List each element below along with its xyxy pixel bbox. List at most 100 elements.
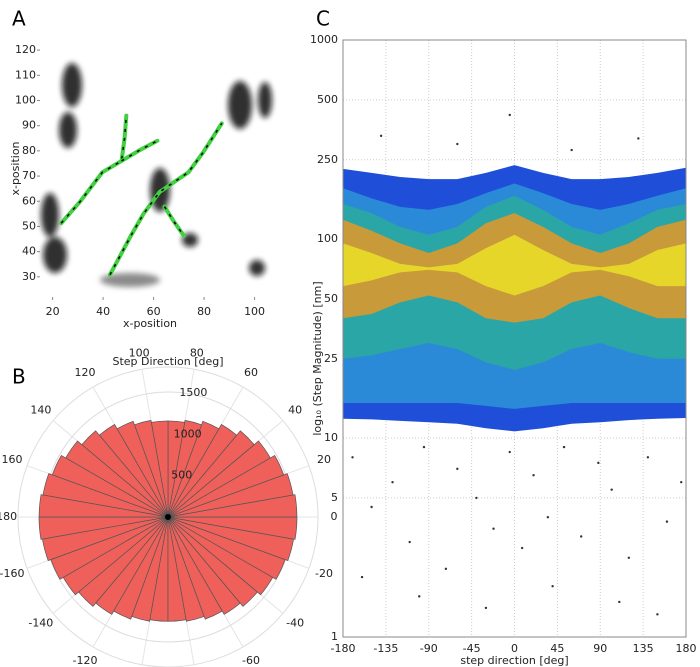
y-tick-label: 1 xyxy=(331,630,338,643)
y-tick-label: 70 xyxy=(22,169,36,182)
panel-label: C xyxy=(316,7,330,31)
wedge xyxy=(167,420,220,518)
density-band xyxy=(343,234,686,296)
y-tick-label: 10 xyxy=(324,431,338,444)
outlier-point xyxy=(646,456,650,459)
outlier-point xyxy=(597,461,600,465)
x-tick-label: 20 xyxy=(46,305,60,318)
x-tick-label: 135 xyxy=(633,642,654,655)
blob xyxy=(41,193,59,237)
y-tick-label: 250 xyxy=(317,153,338,166)
blob xyxy=(249,260,265,276)
x-tick-label: 80 xyxy=(197,305,211,318)
wedge xyxy=(42,516,169,562)
angle-tick-label: 100 xyxy=(129,347,150,360)
x-tick-label: 100 xyxy=(244,305,265,318)
outlier-point xyxy=(418,595,421,598)
outlier-point xyxy=(551,585,554,588)
x-tick-label: -135 xyxy=(373,642,398,655)
wedge xyxy=(167,430,255,518)
outlier-point xyxy=(360,575,364,579)
track xyxy=(59,113,129,226)
y-tick-label: 30 xyxy=(22,270,36,283)
blob xyxy=(258,82,272,118)
outlier-point xyxy=(508,450,511,454)
y-tick-label: 500 xyxy=(317,93,338,106)
angle-tick-label: 80 xyxy=(190,347,204,360)
x-tick-label: 60 xyxy=(147,305,161,318)
x-tick-label: -90 xyxy=(420,642,438,655)
center xyxy=(165,514,171,520)
microscopy-image xyxy=(41,63,272,287)
angle-tick-label: -140 xyxy=(28,617,53,630)
x-tick-label: 45 xyxy=(550,642,564,655)
wedge xyxy=(50,516,169,580)
angle-tick-label: 60 xyxy=(244,366,258,379)
angle-tick-label: 140 xyxy=(30,403,51,416)
blob xyxy=(62,63,82,107)
angle-tick-label: ±180 xyxy=(0,510,17,523)
blob xyxy=(43,237,67,273)
r-tick-label: 1500 xyxy=(179,386,207,399)
blob xyxy=(59,112,77,148)
y-tick-label: 100 xyxy=(317,232,338,245)
r-tick-label: 500 xyxy=(171,469,192,482)
outlier-point xyxy=(456,467,459,471)
y-tick-label: 40 xyxy=(22,245,36,258)
outlier-point xyxy=(610,488,613,491)
frame xyxy=(342,39,687,638)
x-tick-label: 40 xyxy=(96,305,110,318)
outlier-point xyxy=(456,142,459,146)
outlier-point xyxy=(484,606,488,610)
wedge xyxy=(167,440,271,518)
x-tick-label: 180 xyxy=(676,642,697,655)
track-dash xyxy=(121,140,158,162)
blob xyxy=(182,233,198,247)
outlier-point xyxy=(475,496,478,500)
wedge xyxy=(113,516,169,620)
wedge xyxy=(167,473,294,518)
track-dash xyxy=(109,122,223,276)
panel-label: B xyxy=(12,365,26,389)
panel-label: A xyxy=(12,7,26,31)
wedge xyxy=(167,420,202,518)
wedge xyxy=(38,494,169,518)
outlier-point xyxy=(444,567,448,571)
blob xyxy=(100,273,160,287)
angle-tick-label: 40 xyxy=(288,403,302,416)
outlier-point xyxy=(627,556,631,560)
y-tick-label: 5 xyxy=(331,491,338,504)
y-axis-label: log₁₀ (Step Magnitude) [nm] xyxy=(311,281,324,435)
wedge xyxy=(95,516,169,615)
angle-tick-label: 20 xyxy=(317,453,331,466)
outlier-point xyxy=(422,445,426,449)
angle-tick-label: 0 xyxy=(331,510,338,523)
outlier-point xyxy=(532,474,535,477)
outlier-point xyxy=(680,480,683,484)
wedge xyxy=(78,516,169,607)
outlier-point xyxy=(520,546,524,550)
y-tick-label: 50 xyxy=(22,219,36,232)
y-axis-label: x-position xyxy=(9,141,22,195)
r-tick-label: 1000 xyxy=(174,427,202,440)
wedge xyxy=(167,424,238,518)
wedge xyxy=(131,516,169,622)
x-tick-label: -45 xyxy=(463,642,481,655)
y-tick-label: 90 xyxy=(22,119,36,132)
angle-tick-label: -20 xyxy=(315,567,333,580)
blob xyxy=(228,81,252,129)
y-tick-label: 60 xyxy=(22,194,36,207)
y-tick-label: 25 xyxy=(324,352,338,365)
x-tick-label: 90 xyxy=(593,642,607,655)
angle-tick-label: -40 xyxy=(286,617,304,630)
angle-tick-label: -160 xyxy=(0,567,24,580)
x-tick-label: 0 xyxy=(511,642,518,655)
outlier-point xyxy=(579,535,583,538)
angle-tick-label: -60 xyxy=(242,654,260,667)
angle-tick-label: 120 xyxy=(75,366,96,379)
y-tick-label: 80 xyxy=(22,144,36,157)
outlier-point xyxy=(492,527,495,530)
outlier-point xyxy=(546,515,550,519)
angle-tick-label: 160 xyxy=(2,453,23,466)
